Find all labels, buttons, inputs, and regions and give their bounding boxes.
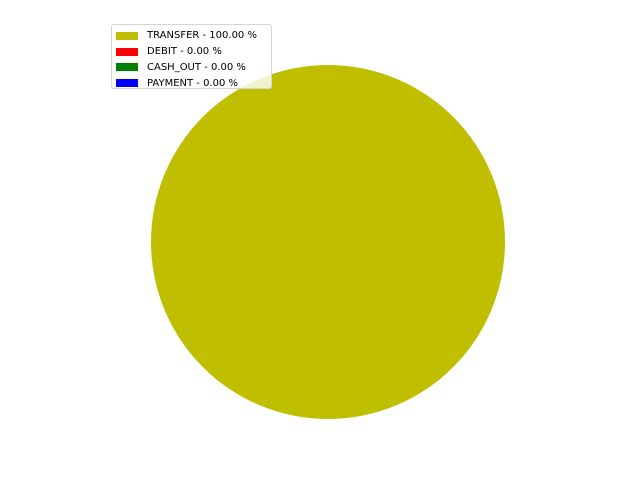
legend-label-cash-out: CASH_OUT - 0.00 % <box>147 61 246 73</box>
legend-entry-transfer: TRANSFER - 100.00 % <box>116 28 271 44</box>
pie-slice-transfer <box>151 65 505 419</box>
legend-swatch-cash-out <box>116 63 138 72</box>
legend-entry-cash-out: CASH_OUT - 0.00 % <box>116 60 271 76</box>
legend-entry-debit: DEBIT - 0.00 % <box>116 44 271 60</box>
legend-label-transfer: TRANSFER - 100.00 % <box>147 30 257 42</box>
legend-label-payment: PAYMENT - 0.00 % <box>147 77 239 89</box>
legend-swatch-transfer <box>116 31 138 40</box>
legend-swatch-debit <box>116 47 138 56</box>
legend: TRANSFER - 100.00 % DEBIT - 0.00 % CASH_… <box>111 24 272 89</box>
legend-swatch-payment <box>116 79 138 88</box>
legend-entry-payment: PAYMENT - 0.00 % <box>116 75 271 91</box>
legend-label-debit: DEBIT - 0.00 % <box>147 46 222 58</box>
